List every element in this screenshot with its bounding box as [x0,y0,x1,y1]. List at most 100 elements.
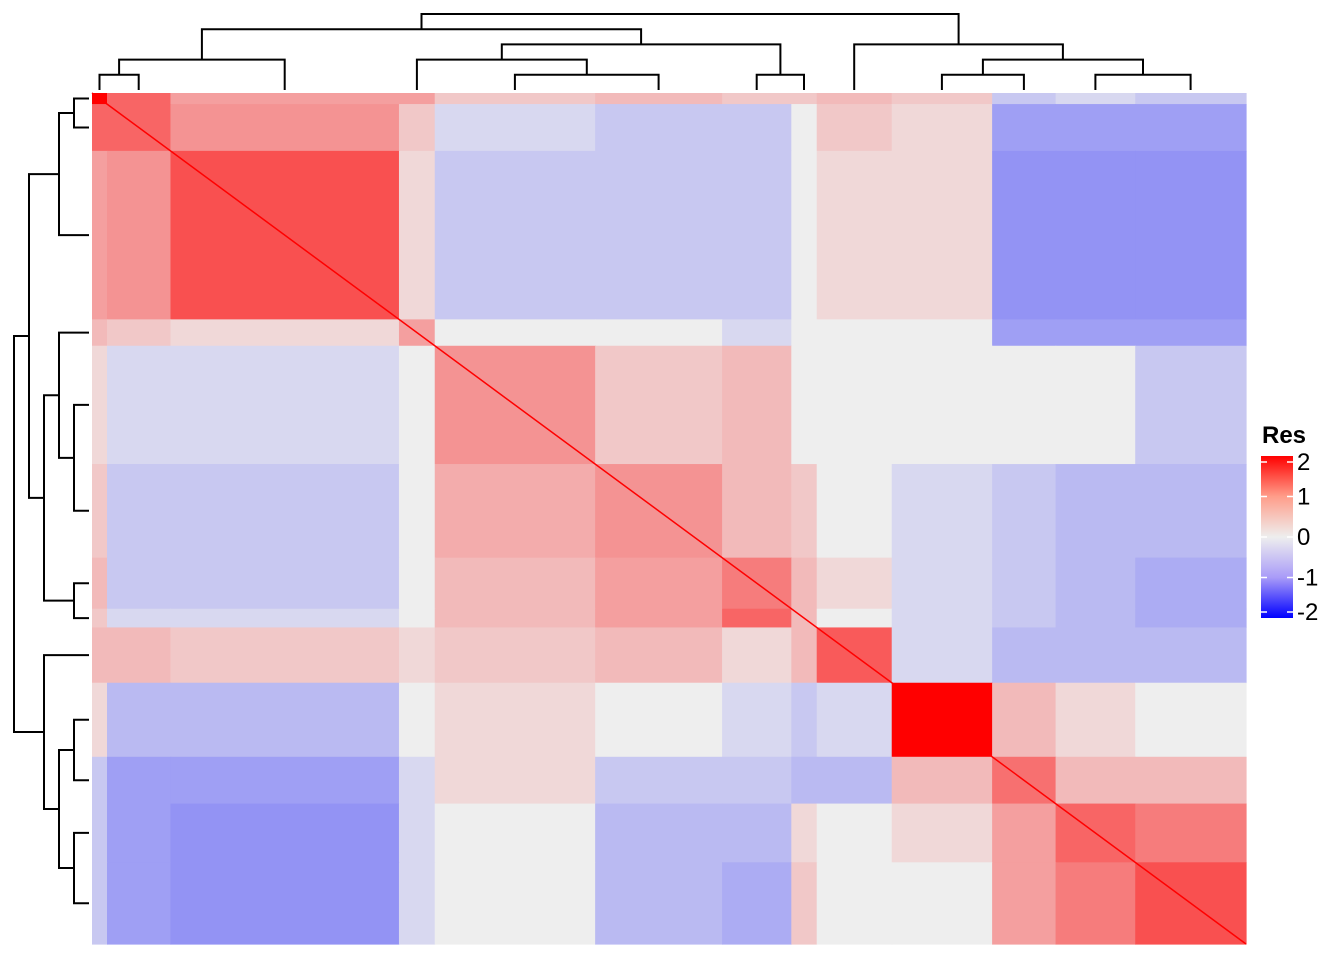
heatmap-cell-G-H [791,557,818,610]
heatmap-cell-G-B [107,557,172,610]
row-dendrogram [13,97,89,905]
heatmap-cell-D-F [595,319,723,347]
heatmap-cell-E-J [891,345,993,465]
heatmap-cell-C-F [595,150,723,320]
dendrogram-branch [58,112,89,237]
heatmap-cell-D-H [791,319,818,347]
color-legend: Res 2 1 0 -1 -2 [1261,422,1318,626]
heatmap-cell-E-D [398,345,436,465]
heatmap-cell-L-G [722,803,792,863]
heatmap-cell-H-K [992,608,1057,629]
heatmap-cell-E-G [722,345,792,465]
heatmap-cell-K-J [891,756,993,805]
dendrogram-branch [853,43,1064,90]
heatmap-cell-D-E [434,319,596,347]
heatmap-cell-K-A [92,756,108,805]
heatmap-cell-C-K [992,150,1057,320]
heatmap-cell-A-K [992,93,1057,105]
heatmap-cell-D-B [107,319,172,347]
heatmap-cell-H-G [722,608,792,629]
heatmap-cell-A-D [398,93,436,105]
heatmap-cell-A-G [722,93,792,105]
heatmap-cell-G-I [816,557,893,610]
heatmap-cell-J-E [434,682,596,758]
heatmap-cell-K-G [722,756,792,805]
heatmap-cell-A-B [107,93,172,105]
heatmap-cell-F-B [107,464,172,559]
heatmap-cell-F-D [398,464,436,559]
legend-tick-label: 2 [1297,449,1310,476]
heatmap-cell-F-G [722,464,792,559]
heatmap-cell-G-E [434,557,596,610]
legend-tick-label: 0 [1297,524,1310,551]
heatmap-cell-L-I [816,803,893,863]
heatmap-cell-H-F [595,608,723,629]
heatmap-cell-C-J [891,150,993,320]
heatmap-cell-G-C [170,557,400,610]
heatmap-cell-E-F [595,345,723,465]
heatmap-cell-C-L [1055,150,1136,320]
heatmap-cell-H-A [92,608,108,629]
heatmap-cell-D-K [992,319,1057,347]
column-dendrogram [98,13,1192,90]
heatmap-cell-H-C [170,608,400,629]
heatmap-diagonal [91,92,1247,945]
heatmap-cell-L-A [92,803,108,863]
heatmap-cell-I-H [791,627,818,684]
heatmap-cell-B-D [398,104,436,152]
dendrogram-branch [940,73,1025,90]
heatmap-cell-J-C [170,682,400,758]
dendrogram-branch [73,831,89,905]
dendrogram-branch [73,582,89,620]
heatmap-cell-L-J [891,803,993,863]
heatmap-cell-J-L [1055,682,1136,758]
heatmap-cell-H-L [1055,608,1136,629]
heatmap-cell-K-I [816,756,893,805]
heatmap-cell-C-G [722,150,792,320]
dendrogram-branch [1094,73,1192,90]
heatmap-cell-A-F [595,93,723,105]
heatmap-cell-K-C [170,756,400,805]
heatmap-cell-M-J [891,862,993,945]
heatmap-cell-M-E [434,862,596,945]
heatmap-cell-I-C [170,627,400,684]
heatmap-cell-J-A [92,682,108,758]
heatmap-cell-I-M [1135,627,1247,684]
heatmap-cell-A-M [1135,93,1247,105]
heatmap-cell-E-H [791,345,818,465]
heatmap-cell-D-G [722,319,792,347]
heatmap-cell-H-E [434,608,596,629]
heatmap-cell-I-K [992,627,1057,684]
heatmap-cell-L-D [398,803,436,863]
heatmap-cell-E-L [1055,345,1136,465]
heatmap-cell-F-E [434,464,596,559]
heatmap-cell-B-G [722,104,792,152]
heatmap-cell-I-B [107,627,172,684]
heatmap-cell-A-I [816,93,893,105]
dendrogram-branch [73,97,89,129]
heatmap-cell-H-J [891,608,993,629]
heatmap-cell-E-B [107,345,172,465]
dendrogram-branch [420,13,960,45]
legend-tick-label: 1 [1297,484,1310,511]
dendrogram-branch [13,335,44,733]
heatmap-cell-H-I [816,608,893,629]
heatmap-cell-B-M [1135,104,1247,152]
heatmap-cell-G-K [992,557,1057,610]
heatmap-cell-L-F [595,803,723,863]
dendrogram-branch [73,718,89,782]
heatmap-cell-F-J [891,464,993,559]
heatmap-cell-B-L [1055,104,1136,152]
heatmap-cell-B-A [92,104,108,152]
dendrogram-branch [58,749,74,869]
heatmap-cell-M-H [791,862,818,945]
heatmap-cell-D-L [1055,319,1136,347]
diagonal-line [91,92,1247,945]
heatmap-cell-D-M [1135,319,1247,347]
heatmap-cell-B-K [992,104,1057,152]
heatmap-cell-B-E [434,104,596,152]
heatmap-cell-F-L [1055,464,1136,559]
heatmap-cell-I-A [92,627,108,684]
heatmap-cell-J-H [791,682,818,758]
